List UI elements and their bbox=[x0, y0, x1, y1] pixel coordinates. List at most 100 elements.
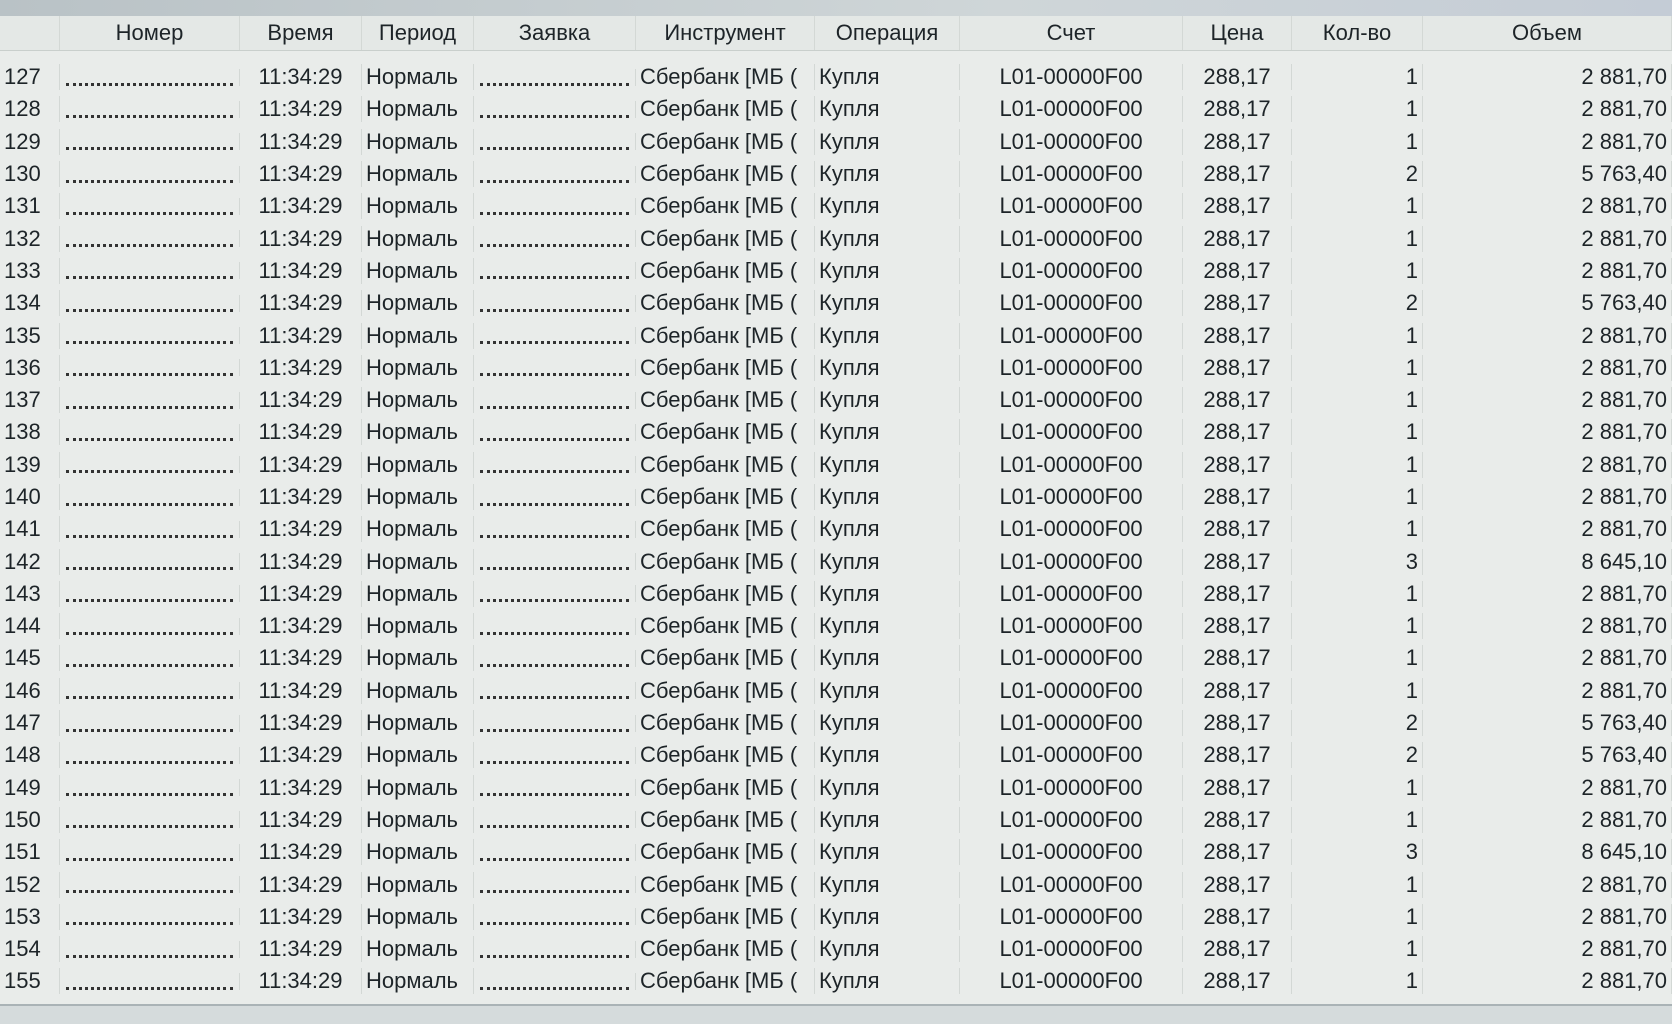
table-row[interactable]: 128 11:34:29 Нормаль Сбербанк [МБ (Купля L01… bbox=[0, 93, 1672, 125]
cell-account: L01-00000F00 bbox=[960, 806, 1183, 833]
table-row[interactable]: 141 11:34:29 Нормаль Сбербанк [МБ (Купля L01… bbox=[0, 513, 1672, 545]
cell-operation: Купля bbox=[815, 225, 960, 252]
cell-row-index: 139 bbox=[0, 451, 60, 478]
column-header-instrument[interactable]: Инструмент bbox=[636, 16, 815, 50]
table-row[interactable]: 133 11:34:29 Нормаль Сбербанк [МБ (Купля L01… bbox=[0, 255, 1672, 287]
cell-number bbox=[60, 876, 240, 894]
empty-dotted-cell bbox=[480, 359, 629, 377]
cell-period: Нормаль bbox=[362, 742, 474, 769]
cell-price: 288,17 bbox=[1183, 774, 1292, 801]
empty-dotted-cell bbox=[480, 585, 629, 603]
cell-number bbox=[60, 617, 240, 635]
table-row[interactable]: 143 11:34:29 Нормаль Сбербанк [МБ (Купля L01… bbox=[0, 578, 1672, 610]
cell-price: 288,17 bbox=[1183, 128, 1292, 155]
cell-time: 11:34:29 bbox=[240, 96, 362, 123]
table-row[interactable]: 137 11:34:29 Нормаль Сбербанк [МБ (Купля L01… bbox=[0, 384, 1672, 416]
cell-number bbox=[60, 649, 240, 667]
table-row[interactable]: 155 11:34:29 Нормаль Сбербанк [МБ (Купля L01… bbox=[0, 965, 1672, 997]
cell-quantity: 2 bbox=[1292, 161, 1423, 188]
cell-quantity: 1 bbox=[1292, 645, 1423, 672]
table-row[interactable]: 139 11:34:29 Нормаль Сбербанк [МБ (Купля L01… bbox=[0, 449, 1672, 481]
table-row[interactable]: 135 11:34:29 Нормаль Сбербанк [МБ (Купля L01… bbox=[0, 319, 1672, 351]
cell-price: 288,17 bbox=[1183, 710, 1292, 737]
cell-volume: 2 881,70 bbox=[1423, 645, 1672, 672]
table-row[interactable]: 150 11:34:29 Нормаль Сбербанк [МБ (Купля L01… bbox=[0, 804, 1672, 836]
cell-order bbox=[474, 746, 636, 764]
column-header-order[interactable]: Заявка bbox=[474, 16, 636, 50]
cell-account: L01-00000F00 bbox=[960, 451, 1183, 478]
cell-instrument: Сбербанк [МБ ( bbox=[636, 710, 815, 737]
cell-quantity: 1 bbox=[1292, 968, 1423, 995]
table-row[interactable]: 149 11:34:29 Нормаль Сбербанк [МБ (Купля L01… bbox=[0, 772, 1672, 804]
horizontal-scrollbar[interactable] bbox=[0, 1004, 1672, 1024]
column-header-quantity[interactable]: Кол-во bbox=[1292, 16, 1423, 50]
cell-account: L01-00000F00 bbox=[960, 903, 1183, 930]
empty-dotted-cell bbox=[66, 747, 233, 764]
cell-time: 11:34:29 bbox=[240, 516, 362, 543]
table-row[interactable]: 148 11:34:29 Нормаль Сбербанк [МБ (Купля L01… bbox=[0, 739, 1672, 771]
empty-dotted-cell bbox=[66, 521, 233, 538]
table-row[interactable]: 147 11:34:29 Нормаль Сбербанк [МБ (Купля L01… bbox=[0, 707, 1672, 739]
cell-time: 11:34:29 bbox=[240, 806, 362, 833]
cell-quantity: 1 bbox=[1292, 936, 1423, 963]
column-header-price[interactable]: Цена bbox=[1183, 16, 1292, 50]
empty-dotted-cell bbox=[66, 424, 233, 441]
column-header-number[interactable]: Номер bbox=[60, 16, 240, 50]
table-row[interactable]: 129 11:34:29 Нормаль Сбербанк [МБ (Купля L01… bbox=[0, 126, 1672, 158]
cell-operation: Купля bbox=[815, 710, 960, 737]
cell-period: Нормаль bbox=[362, 322, 474, 349]
table-row[interactable]: 130 11:34:29 Нормаль Сбербанк [МБ (Купля L01… bbox=[0, 158, 1672, 190]
cell-row-index: 154 bbox=[0, 936, 60, 963]
cell-quantity: 1 bbox=[1292, 903, 1423, 930]
table-row[interactable]: 132 11:34:29 Нормаль Сбербанк [МБ (Купля L01… bbox=[0, 222, 1672, 254]
table-row[interactable]: 145 11:34:29 Нормаль Сбербанк [МБ (Купля L01… bbox=[0, 642, 1672, 674]
table-row[interactable]: 153 11:34:29 Нормаль Сбербанк [МБ (Купля L01… bbox=[0, 901, 1672, 933]
table-row[interactable]: 131 11:34:29 Нормаль Сбербанк [МБ (Купля L01… bbox=[0, 190, 1672, 222]
table-row[interactable]: 154 11:34:29 Нормаль Сбербанк [МБ (Купля L01… bbox=[0, 933, 1672, 965]
cell-time: 11:34:29 bbox=[240, 839, 362, 866]
table-row[interactable]: 127 11:34:29 Нормаль Сбербанк [МБ (Купля L01… bbox=[0, 61, 1672, 93]
cell-instrument: Сбербанк [МБ ( bbox=[636, 290, 815, 317]
cell-time: 11:34:29 bbox=[240, 161, 362, 188]
empty-dotted-cell bbox=[480, 489, 629, 506]
table-row[interactable]: 134 11:34:29 Нормаль Сбербанк [МБ (Купля L01… bbox=[0, 287, 1672, 319]
empty-dotted-cell bbox=[66, 844, 233, 861]
empty-dotted-cell bbox=[66, 779, 233, 797]
table-row[interactable]: 151 11:34:29 Нормаль Сбербанк [МБ (Купля L01… bbox=[0, 836, 1672, 868]
cell-instrument: Сбербанк [МБ ( bbox=[636, 161, 815, 188]
table-row[interactable]: 136 11:34:29 Нормаль Сбербанк [МБ (Купля L01… bbox=[0, 352, 1672, 384]
column-header-row-index[interactable] bbox=[0, 16, 60, 50]
cell-operation: Купля bbox=[815, 580, 960, 607]
column-header-volume[interactable]: Объем bbox=[1423, 16, 1672, 50]
cell-account: L01-00000F00 bbox=[960, 968, 1183, 995]
cell-quantity: 1 bbox=[1292, 225, 1423, 252]
column-header-operation[interactable]: Операция bbox=[815, 16, 960, 50]
table-row[interactable]: 138 11:34:29 Нормаль Сбербанк [МБ (Купля L01… bbox=[0, 416, 1672, 448]
cell-instrument: Сбербанк [МБ ( bbox=[636, 451, 815, 478]
cell-number bbox=[60, 553, 240, 571]
cell-operation: Купля bbox=[815, 193, 960, 220]
cell-row-index: 140 bbox=[0, 484, 60, 510]
cell-number bbox=[60, 294, 240, 312]
column-header-time[interactable]: Время bbox=[240, 16, 362, 50]
cell-account: L01-00000F00 bbox=[960, 419, 1183, 446]
column-header-period[interactable]: Период bbox=[362, 16, 474, 50]
table-row[interactable]: 140 11:34:29 Нормаль Сбербанк [МБ (Купля L01… bbox=[0, 481, 1672, 513]
empty-dotted-cell bbox=[480, 392, 629, 409]
cell-quantity: 1 bbox=[1292, 387, 1423, 414]
cell-number bbox=[60, 972, 240, 990]
table-row[interactable]: 142 11:34:29 Нормаль Сбербанк [МБ (Купля L01… bbox=[0, 545, 1672, 577]
column-header-account[interactable]: Счет bbox=[960, 16, 1183, 50]
empty-dotted-cell bbox=[66, 811, 233, 829]
cell-number bbox=[60, 423, 240, 441]
cell-price: 288,17 bbox=[1183, 96, 1292, 123]
cell-order bbox=[474, 779, 636, 797]
table-row[interactable]: 146 11:34:29 Нормаль Сбербанк [МБ (Купля L01… bbox=[0, 675, 1672, 707]
cell-period: Нормаль bbox=[362, 257, 474, 284]
cell-volume: 2 881,70 bbox=[1423, 580, 1672, 607]
cell-time: 11:34:29 bbox=[240, 645, 362, 672]
cell-volume: 2 881,70 bbox=[1423, 903, 1672, 930]
cell-row-index: 148 bbox=[0, 742, 60, 769]
table-row[interactable]: 152 11:34:29 Нормаль Сбербанк [МБ (Купля L01… bbox=[0, 868, 1672, 900]
table-row[interactable]: 144 11:34:29 Нормаль Сбербанк [МБ (Купля L01… bbox=[0, 610, 1672, 642]
